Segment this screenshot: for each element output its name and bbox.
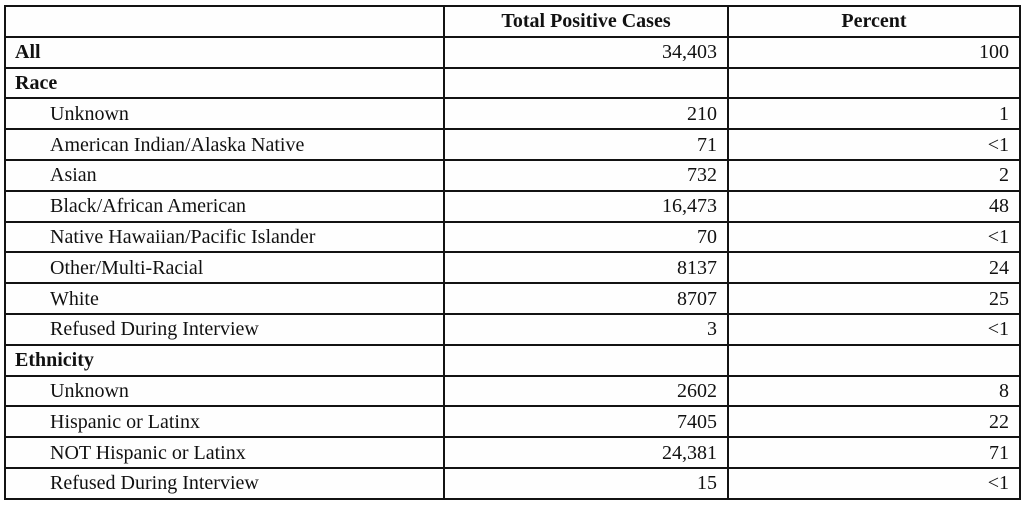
- row-label: White: [4, 282, 445, 315]
- cases-value: 210: [443, 97, 729, 131]
- percent-value: 8: [727, 374, 1021, 408]
- row-label: Other/Multi-Racial: [4, 251, 445, 285]
- percent-value: 100: [727, 35, 1021, 69]
- row-label: Unknown: [4, 374, 445, 408]
- table-row-ethnicity-section: Ethnicity: [4, 343, 1021, 377]
- cases-value: 2602: [443, 374, 729, 408]
- row-label: Refused During Interview: [4, 312, 445, 346]
- cases-value: 3: [443, 312, 729, 346]
- table-row-not-hispanic-or-latinx: NOT Hispanic or Latinx 24,381 71: [4, 436, 1021, 469]
- percent-value: [727, 66, 1021, 100]
- percent-value: 22: [727, 405, 1021, 439]
- table-row-race-section: Race: [4, 66, 1021, 100]
- table-row-ethnicity-refused-during-interview: Refused During Interview 15 <1: [4, 466, 1021, 500]
- cases-value: 8707: [443, 282, 729, 315]
- row-label: Unknown: [4, 97, 445, 131]
- cases-value: [443, 343, 729, 377]
- table-row-white: White 8707 25: [4, 282, 1021, 315]
- header-row: Total Positive Cases Percent: [4, 5, 1021, 38]
- percent-value: [727, 343, 1021, 377]
- row-label: Black/African American: [4, 189, 445, 223]
- row-label: Asian: [4, 158, 445, 192]
- cases-value: 732: [443, 158, 729, 192]
- row-label: Hispanic or Latinx: [4, 405, 445, 439]
- table-row-american-indian-alaska-native: American Indian/Alaska Native 71 <1: [4, 128, 1021, 161]
- table-row-other-multi-racial: Other/Multi-Racial 8137 24: [4, 251, 1021, 285]
- row-label: Ethnicity: [4, 343, 445, 377]
- cases-value: 70: [443, 220, 729, 254]
- table-row-all: All 34,403 100: [4, 35, 1021, 69]
- table-row-asian: Asian 732 2: [4, 158, 1021, 192]
- positive-cases-demographics-table: Total Positive Cases Percent All 34,403 …: [4, 5, 1021, 500]
- cases-value: 34,403: [443, 35, 729, 69]
- cases-value: 7405: [443, 405, 729, 439]
- column-header-total-positive-cases: Total Positive Cases: [443, 5, 729, 38]
- table-row-native-hawaiian-pacific-islander: Native Hawaiian/Pacific Islander 70 <1: [4, 220, 1021, 254]
- cases-value: 16,473: [443, 189, 729, 223]
- cases-value: 15: [443, 466, 729, 500]
- percent-value: <1: [727, 312, 1021, 346]
- cases-value: 71: [443, 128, 729, 161]
- column-header-percent: Percent: [727, 5, 1021, 38]
- percent-value: 24: [727, 251, 1021, 285]
- row-label: Refused During Interview: [4, 466, 445, 500]
- cases-value: 24,381: [443, 436, 729, 469]
- percent-value: 2: [727, 158, 1021, 192]
- row-label: All: [4, 35, 445, 69]
- percent-value: <1: [727, 220, 1021, 254]
- cases-value: 8137: [443, 251, 729, 285]
- table-row-race-refused-during-interview: Refused During Interview 3 <1: [4, 312, 1021, 346]
- percent-value: 25: [727, 282, 1021, 315]
- row-label: American Indian/Alaska Native: [4, 128, 445, 161]
- table-row-hispanic-or-latinx: Hispanic or Latinx 7405 22: [4, 405, 1021, 439]
- row-label: Race: [4, 66, 445, 100]
- percent-value: <1: [727, 128, 1021, 161]
- cases-value: [443, 66, 729, 100]
- percent-value: <1: [727, 466, 1021, 500]
- table-row-ethnicity-unknown: Unknown 2602 8: [4, 374, 1021, 408]
- percent-value: 71: [727, 436, 1021, 469]
- percent-value: 1: [727, 97, 1021, 131]
- column-header-blank: [4, 5, 445, 38]
- table-row-black-african-american: Black/African American 16,473 48: [4, 189, 1021, 223]
- row-label: NOT Hispanic or Latinx: [4, 436, 445, 469]
- percent-value: 48: [727, 189, 1021, 223]
- row-label: Native Hawaiian/Pacific Islander: [4, 220, 445, 254]
- table-row-race-unknown: Unknown 210 1: [4, 97, 1021, 131]
